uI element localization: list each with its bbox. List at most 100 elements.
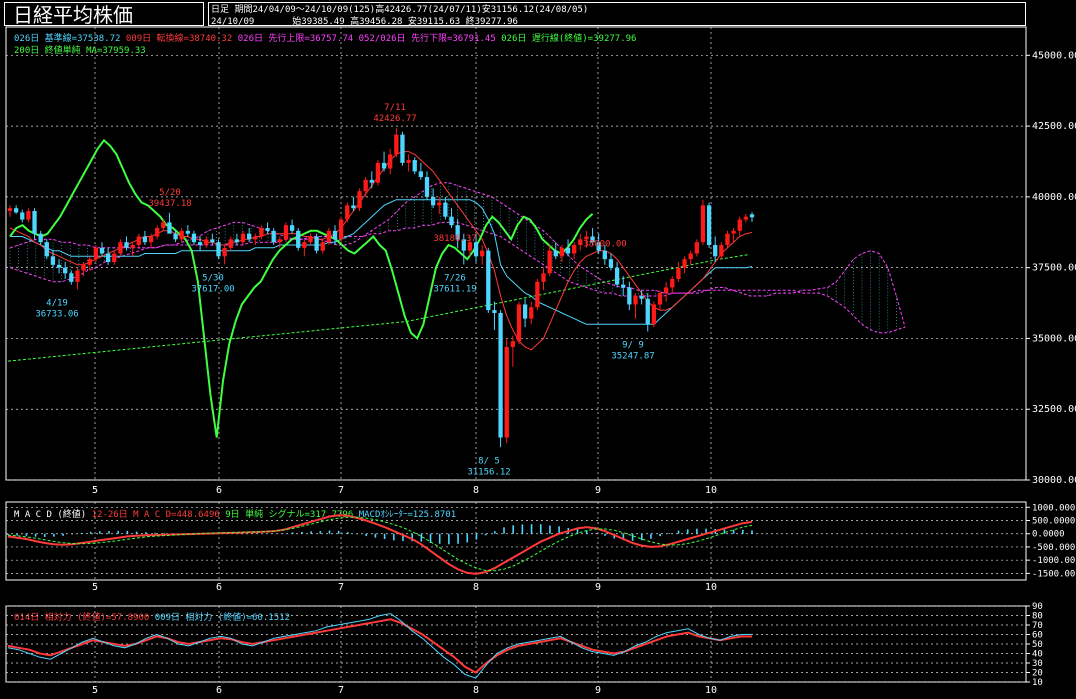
- candle-body: [271, 230, 276, 243]
- candle-body: [749, 214, 755, 218]
- x-tick-label: 8: [473, 485, 479, 496]
- y-tick-label: 45000.00: [1032, 50, 1076, 61]
- y-tick-label: -1000.0000: [1032, 556, 1076, 566]
- current-date: 24/10/09: [211, 17, 255, 27]
- candle-body: [473, 242, 479, 257]
- candle-body: [713, 245, 718, 257]
- candle-body: [363, 179, 368, 192]
- candle-body: [492, 310, 497, 313]
- y-tick-label: 50: [1032, 640, 1043, 650]
- y-tick-label: 40000.00: [1032, 192, 1076, 203]
- candle-body: [394, 134, 399, 155]
- candle-body: [191, 233, 197, 243]
- candle-body: [565, 247, 571, 254]
- candle-body: [167, 222, 172, 234]
- candle-body: [627, 287, 632, 305]
- candle-body: [657, 293, 663, 305]
- candle-body: [418, 171, 424, 178]
- candle-body: [535, 281, 540, 308]
- candle-body: [296, 230, 301, 248]
- candle-body: [338, 219, 344, 240]
- annotation-value: 38186.37: [433, 234, 476, 244]
- candle-body: [676, 267, 681, 279]
- candle-body: [651, 304, 657, 325]
- panel-frame-1: [5, 501, 1027, 581]
- legend-tenkan: 009日 転換線=38740.32: [125, 34, 233, 44]
- y-tick-label: 1000.0000: [1032, 503, 1076, 513]
- x-tick-label: 5: [92, 582, 98, 593]
- legend-senkou-b: 052/026日 先行下限=36791.45: [358, 34, 496, 44]
- ma200-line: [7, 254, 749, 362]
- legend-ma200: 200日 終値単純 MA=37959.33: [14, 46, 146, 56]
- main-legend: 026日 基準線=37538.72 009日 転換線=38740.32 026日…: [14, 31, 636, 44]
- legend-chikou: 026日 遅行線(終値)=39277.96: [501, 34, 637, 44]
- candle-body: [351, 205, 356, 209]
- x-tick-label: 8: [473, 685, 479, 696]
- annotation-date: 5/30: [202, 273, 224, 283]
- candle-body: [743, 216, 749, 220]
- chart-title: 日経平均株価: [4, 2, 204, 27]
- x-tick-label: 7: [338, 582, 344, 593]
- rsi9-line: [7, 613, 753, 679]
- candle-body: [63, 267, 68, 274]
- candle-body: [455, 225, 460, 240]
- legend-senkou-a: 026日 先行上限=36757.74: [237, 34, 354, 44]
- candle-body: [216, 242, 221, 257]
- annotation-date: 7/26: [444, 274, 466, 284]
- candle-body: [32, 211, 37, 234]
- candle-body: [664, 287, 669, 294]
- y-tick-label: 60: [1032, 631, 1043, 641]
- candle-body: [547, 250, 552, 274]
- candle-body: [93, 247, 98, 260]
- macd-line: [7, 514, 753, 575]
- candle-body: [222, 247, 227, 257]
- y-tick-label: 32500.00: [1032, 404, 1076, 415]
- candle-body: [688, 253, 693, 260]
- y-tick-label: 20: [1032, 669, 1043, 679]
- legend-oscillator: MACDｵｼﾚｰﾀｰ=125.8701: [358, 510, 457, 520]
- candle-body: [20, 212, 25, 220]
- candle-body: [148, 236, 154, 243]
- candle-body: [559, 247, 565, 257]
- main-legend-2: 200日 終値単純 MA=37959.33: [14, 43, 146, 56]
- y-tick-label: 70: [1032, 621, 1043, 631]
- candle-body: [498, 312, 503, 438]
- annotation-value: 36733.06: [35, 309, 78, 319]
- legend-kijun: 026日 基準線=37538.72: [14, 34, 121, 44]
- candle-body: [430, 196, 436, 206]
- candle-body: [467, 242, 473, 251]
- candle-body: [486, 250, 491, 311]
- candle-body: [412, 160, 417, 172]
- candle-body: [578, 239, 583, 246]
- senkou-span-a-line: [9, 182, 906, 328]
- period-info: 期間24/04/09～24/10/09(125)高42426.77(24/07/…: [234, 5, 589, 15]
- candle-body: [247, 233, 252, 240]
- candle-body: [99, 247, 105, 254]
- candle-body: [400, 134, 405, 163]
- candle-body: [155, 228, 160, 237]
- candle-body: [26, 211, 31, 220]
- candle-body: [50, 256, 56, 265]
- candle-body: [602, 250, 607, 260]
- candle-body: [142, 236, 148, 243]
- candle-body: [541, 273, 546, 282]
- annotation-value: 38000.00: [583, 240, 626, 250]
- chikou-line: [9, 138, 594, 438]
- candle-body: [253, 236, 258, 240]
- y-tick-label: 500.0000: [1032, 517, 1075, 527]
- header-period-line: 日足 期間24/04/09～24/10/09(125)高42426.77(24/…: [211, 2, 588, 15]
- legend-signal: 9日 単純 シグナル=317.7796: [225, 510, 354, 520]
- y-tick-label: 90: [1032, 602, 1043, 612]
- candle-body: [639, 295, 644, 299]
- candle-body: [682, 259, 687, 268]
- x-tick-label: 10: [705, 485, 717, 496]
- candle-body: [694, 242, 699, 254]
- candle-body: [302, 242, 307, 248]
- candle-body: [130, 245, 135, 248]
- candle-body: [621, 284, 626, 288]
- candle-body: [424, 177, 430, 197]
- candle-body: [737, 219, 742, 231]
- x-tick-label: 10: [705, 685, 717, 696]
